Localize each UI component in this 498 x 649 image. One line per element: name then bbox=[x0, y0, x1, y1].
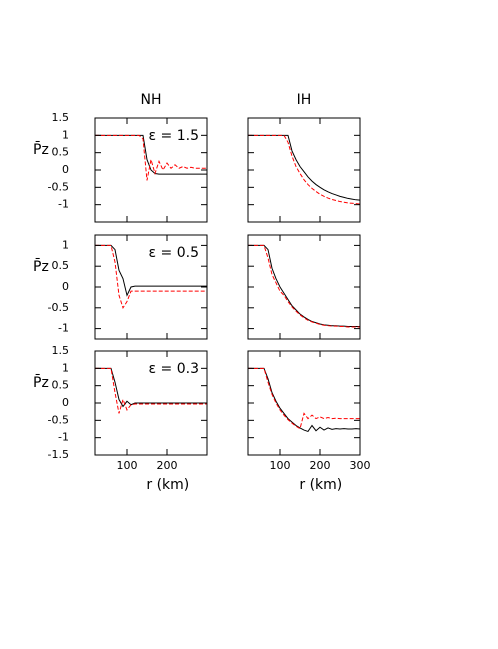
y-axis-label: P̄z bbox=[33, 373, 49, 391]
y-tick-label: 0 bbox=[62, 280, 69, 293]
x-tick-label: 300 bbox=[350, 459, 371, 472]
y-tick-label: 0.5 bbox=[52, 379, 70, 392]
annotation: ε = 0.3 bbox=[149, 361, 199, 377]
x-axis-label: r (km) bbox=[146, 477, 189, 493]
series-line bbox=[95, 244, 207, 297]
y-tick-label: -1 bbox=[58, 322, 69, 335]
y-tick-label: -0.5 bbox=[48, 180, 69, 193]
y-tick-label: 0.5 bbox=[52, 146, 70, 159]
panel-title: NH bbox=[141, 92, 162, 108]
series-line bbox=[95, 367, 207, 408]
series-line bbox=[248, 244, 360, 328]
y-axis-label: P̄z bbox=[33, 140, 49, 158]
y-tick-label: 1 bbox=[62, 128, 69, 141]
annotation: ε = 0.5 bbox=[149, 245, 199, 261]
series-line bbox=[248, 367, 360, 430]
y-tick-label: 0 bbox=[62, 396, 69, 409]
panel-title: IH bbox=[297, 92, 312, 108]
y-tick-label: -0.5 bbox=[48, 301, 69, 314]
x-tick-label: 200 bbox=[310, 459, 331, 472]
y-tick-label: 0.5 bbox=[52, 259, 70, 272]
y-tick-label: 0 bbox=[62, 163, 69, 176]
y-tick-label: -1 bbox=[58, 198, 69, 211]
y-tick-label: 1 bbox=[62, 361, 69, 374]
series-line bbox=[95, 244, 207, 309]
y-tick-label: 1 bbox=[62, 238, 69, 251]
y-tick-label: 1.5 bbox=[52, 344, 70, 357]
x-axis-label: r (km) bbox=[299, 477, 342, 493]
series-line bbox=[248, 134, 360, 205]
series-line bbox=[95, 367, 207, 414]
y-tick-label: 1.5 bbox=[52, 111, 70, 124]
y-tick-label: -1 bbox=[58, 431, 69, 444]
y-tick-label: -1.5 bbox=[48, 448, 69, 461]
x-tick-label: 200 bbox=[157, 459, 178, 472]
series-line bbox=[95, 134, 207, 181]
annotation: ε = 1.5 bbox=[149, 128, 199, 144]
series-line bbox=[248, 367, 360, 433]
y-tick-label: -0.5 bbox=[48, 413, 69, 426]
x-tick-label: 100 bbox=[270, 459, 291, 472]
y-axis-label: P̄z bbox=[33, 257, 49, 275]
x-tick-label: 100 bbox=[117, 459, 138, 472]
